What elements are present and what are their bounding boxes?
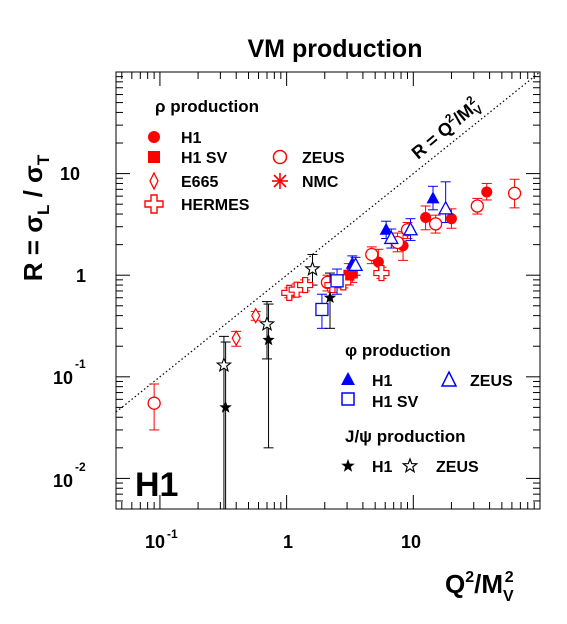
axis-ticks bbox=[116, 71, 541, 510]
y-axis-label: R = σL / σT bbox=[18, 154, 53, 281]
svg-text:φ production: φ production bbox=[345, 341, 451, 360]
point-circle-open bbox=[507, 186, 522, 200]
chart-title: VM production bbox=[248, 35, 423, 63]
point-star-open bbox=[215, 356, 233, 373]
svg-text:10: 10 bbox=[145, 532, 165, 552]
svg-text:H1: H1 bbox=[372, 459, 393, 476]
point-star-open bbox=[258, 315, 276, 332]
svg-text:ZEUS: ZEUS bbox=[436, 459, 479, 476]
point-star-open bbox=[304, 260, 321, 276]
point-triangle-open bbox=[383, 230, 399, 245]
svg-text:-1: -1 bbox=[167, 527, 178, 541]
svg-text:Q2/MV2: Q2/MV2 bbox=[445, 569, 514, 605]
svg-text:J/ψ production: J/ψ production bbox=[345, 427, 465, 446]
svg-text:1: 1 bbox=[76, 266, 86, 286]
point-circle-open bbox=[147, 396, 161, 410]
svg-text:10: 10 bbox=[53, 368, 73, 388]
svg-text:ZEUS: ZEUS bbox=[302, 150, 345, 167]
point-diamond-open bbox=[251, 307, 261, 324]
point-circle-filled bbox=[445, 213, 457, 225]
x-axis-label: Q2/MV2 bbox=[445, 569, 514, 605]
point-star-filled bbox=[262, 333, 275, 346]
legend-rho: ρ production H1 H1 SV ZEUS E665 NMC HERM… bbox=[144, 97, 345, 214]
svg-text:H1 SV: H1 SV bbox=[181, 150, 228, 167]
svg-text:1: 1 bbox=[283, 532, 293, 552]
point-star-filled bbox=[219, 400, 232, 413]
svg-text:R = σL / σT: R = σL / σT bbox=[18, 154, 53, 281]
y-tick-label-1: 1 bbox=[76, 266, 86, 286]
svg-text:HERMES: HERMES bbox=[181, 197, 250, 214]
point-cross-open bbox=[297, 276, 314, 294]
svg-text:H1: H1 bbox=[181, 130, 202, 147]
point-square-open bbox=[330, 274, 344, 288]
point-diamond-open bbox=[231, 329, 241, 347]
x-tick-label-0.1: 10 -1 bbox=[145, 527, 178, 552]
point-triangle-open bbox=[438, 200, 454, 215]
reference-line bbox=[115, 71, 541, 413]
point-circle-open bbox=[470, 199, 484, 213]
reference-line-label: R = Q2/MV2 bbox=[406, 93, 486, 167]
svg-text:10: 10 bbox=[60, 164, 80, 184]
svg-text:NMC: NMC bbox=[302, 174, 339, 191]
point-star-filled bbox=[323, 291, 337, 303]
x-tick-label-10: 10 bbox=[401, 532, 421, 552]
y-tick-label-0.01: 10-2 bbox=[53, 460, 86, 491]
svg-text:ρ production: ρ production bbox=[155, 97, 259, 116]
svg-text:H1: H1 bbox=[372, 373, 393, 390]
point-circle-open bbox=[365, 247, 379, 262]
legend-phi: φ production H1 ZEUS H1 SV bbox=[341, 341, 513, 411]
h1-watermark: H1 bbox=[135, 466, 178, 504]
svg-text:10: 10 bbox=[401, 532, 421, 552]
point-circle-filled bbox=[481, 186, 493, 198]
point-circle-filled bbox=[420, 211, 432, 223]
point-square-filled bbox=[346, 267, 358, 279]
legend-jpsi: J/ψ production H1 ZEUS bbox=[341, 427, 479, 476]
svg-text:-1: -1 bbox=[75, 357, 86, 371]
point-cross-open bbox=[373, 264, 390, 282]
x-tick-label-1: 1 bbox=[283, 532, 293, 552]
y-tick-label-10: 10 bbox=[60, 164, 80, 184]
svg-text:ZEUS: ZEUS bbox=[470, 373, 513, 390]
svg-text:H1 SV: H1 SV bbox=[372, 394, 419, 411]
point-triangle-open bbox=[347, 256, 364, 272]
data-points bbox=[147, 186, 522, 413]
svg-text:-2: -2 bbox=[75, 460, 86, 474]
y-tick-label-0.1: 10-1 bbox=[53, 357, 86, 388]
point-triangle-filled bbox=[426, 191, 440, 204]
point-square-open bbox=[315, 302, 329, 317]
svg-text:E665: E665 bbox=[181, 174, 218, 191]
point-triangle-open bbox=[402, 221, 419, 236]
svg-text:10: 10 bbox=[53, 471, 73, 491]
point-triangle-filled bbox=[379, 222, 393, 235]
point-circle-open bbox=[428, 217, 443, 231]
svg-text:R = Q2/MV2: R = Q2/MV2 bbox=[406, 93, 486, 167]
